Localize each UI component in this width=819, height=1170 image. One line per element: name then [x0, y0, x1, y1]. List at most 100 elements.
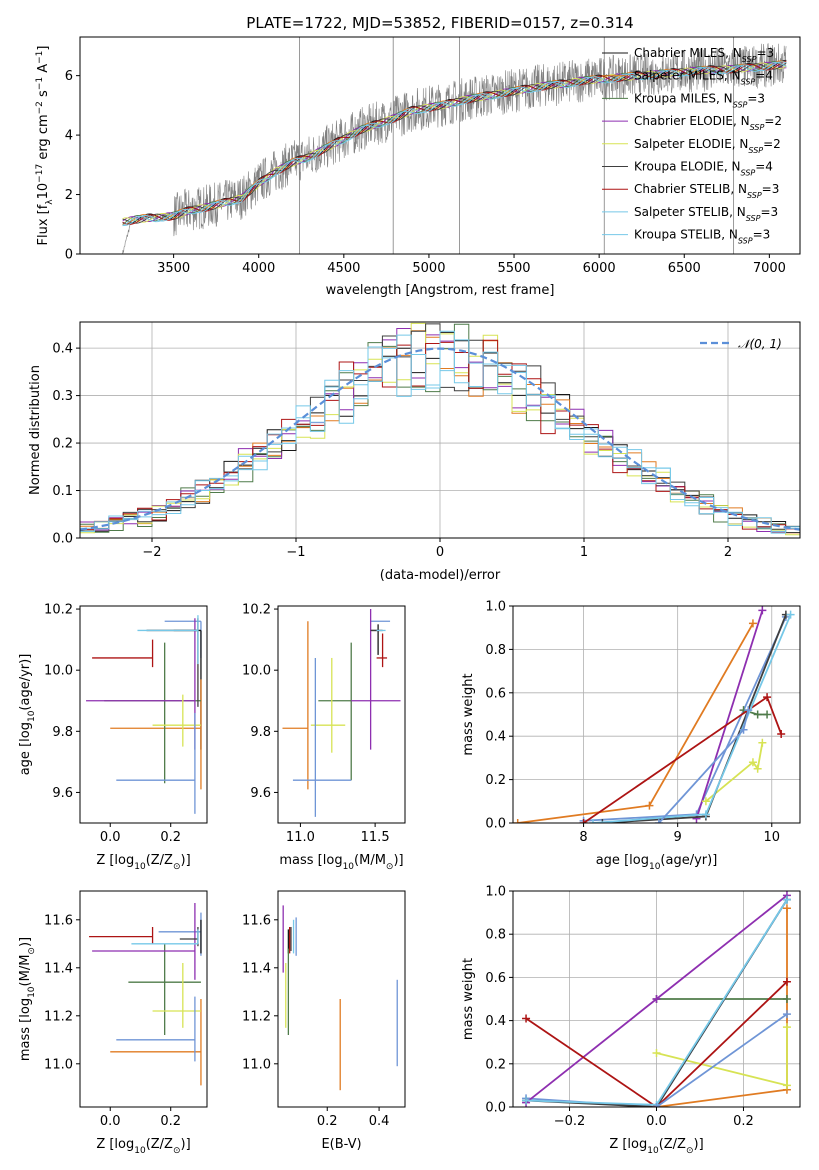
model-spectrum — [122, 62, 787, 224]
age-vs-Z-plot — [86, 615, 202, 814]
mass-weight-line — [583, 616, 787, 822]
mass-weight-marker — [763, 710, 772, 719]
y-tick-label: 10.2 — [242, 603, 271, 618]
y-tick-label: 0.1 — [52, 484, 73, 499]
y-tick-label: 11.0 — [242, 1057, 271, 1072]
y-tick-label: 0.4 — [52, 342, 73, 357]
mass-weight-marker — [748, 619, 757, 628]
mass-weight-vs-Z-ylabel: mass weight — [461, 958, 476, 1040]
mass-weight-marker — [782, 1081, 791, 1090]
x-tick-label: 0.4 — [369, 1114, 390, 1129]
y-tick-label: 11.6 — [242, 913, 271, 928]
x-tick-label: 7000 — [753, 261, 786, 276]
y-tick-label: 11.6 — [44, 913, 73, 928]
mass-weight-marker — [645, 801, 654, 810]
age-vs-mass-xlabel: mass [log10(M/M⊙)] — [279, 853, 403, 872]
x-tick-label: 0.2 — [317, 1114, 338, 1129]
legend-label: Kroupa STELIB, NSSP=3 — [634, 228, 770, 246]
mass-weight-vs-Z-xlabel: Z [log10(Z/Z⊙)] — [609, 1137, 703, 1156]
x-tick-label: 11.5 — [361, 830, 390, 845]
legend-label: Chabrier STELIB, NSSP=3 — [634, 182, 779, 200]
residuals-ylabel: Normed distribution — [28, 365, 43, 495]
mass-weight-vs-age-plot — [513, 606, 795, 823]
model-spectrum — [122, 61, 787, 227]
observed-spectrum — [122, 43, 787, 254]
y-tick-label: 11.4 — [242, 961, 271, 976]
age-vs-mass-axes: 11.0 11.5 9.6 9.8 10.0 10.2 — [242, 603, 390, 845]
mass-weight-marker — [782, 895, 791, 904]
x-tick-label: 6500 — [668, 261, 701, 276]
y-tick-label: 0.0 — [485, 1101, 506, 1116]
x-tick-label: −1 — [286, 545, 305, 560]
mass-weight-line — [583, 695, 783, 823]
mass-vs-Z-xlabel: Z [log10(Z/Z⊙)] — [96, 1137, 190, 1156]
mass-weight-vs-age-ylabel: mass weight — [461, 673, 476, 755]
x-tick-label: 0 — [436, 545, 444, 560]
model-spectrum — [122, 60, 787, 225]
legend-label: Salpeter MILES, NSSP=4 — [634, 69, 773, 87]
residual-histogram — [80, 330, 800, 534]
mass-weight-line — [525, 981, 788, 1107]
mass-weight-marker — [744, 706, 753, 715]
legend-label: Chabrier ELODIE, NSSP=2 — [634, 114, 782, 132]
mass-weight-marker — [782, 977, 791, 986]
age-vs-mass-frame — [277, 605, 406, 824]
x-tick-label: 0.0 — [100, 1114, 121, 1129]
legend-label: Salpeter STELIB, NSSP=3 — [634, 205, 778, 223]
y-tick-label: 0.0 — [52, 532, 73, 547]
mass-weight-vs-Z-plot — [522, 891, 791, 1107]
y-tick-label: 2 — [65, 188, 73, 203]
x-tick-label: 4500 — [327, 261, 360, 276]
mass-weight-marker — [763, 693, 772, 702]
y-tick-label: 9.6 — [52, 786, 73, 801]
mass-weight-line — [592, 614, 792, 823]
mass-vs-Z-ylabel: mass [log10(M/M⊙)] — [18, 937, 37, 1061]
mass-weight-marker — [692, 814, 701, 823]
mass-weight-marker — [652, 1103, 661, 1107]
y-tick-label: 9.8 — [52, 725, 73, 740]
mass-weight-marker — [786, 610, 795, 619]
y-tick-label: 0.8 — [485, 928, 506, 943]
mass-vs-EBV-xlabel: E(B-V) — [321, 1137, 361, 1152]
mass-weight-marker — [739, 725, 748, 734]
mass-weight-marker — [782, 1010, 791, 1019]
mass-weight-line — [517, 622, 754, 823]
x-tick-label: 0.0 — [646, 1114, 667, 1129]
x-tick-label: 4000 — [242, 261, 275, 276]
mass-weight-marker — [701, 810, 710, 819]
mass-weight-marker — [652, 995, 661, 1003]
mass-weight-marker — [758, 738, 767, 747]
mass-weight-marker — [522, 1096, 531, 1105]
mass-weight-marker — [748, 758, 757, 767]
mass-weight-marker — [753, 710, 762, 719]
y-tick-label: 0.8 — [485, 643, 506, 658]
age-vs-Z-frame — [79, 605, 208, 824]
mass-weight-marker — [598, 819, 607, 823]
mass-weight-marker — [782, 1023, 791, 1032]
x-tick-label: 0.0 — [100, 830, 121, 845]
mass-weight-vs-Z-frame — [512, 890, 801, 1108]
y-tick-label: 9.6 — [250, 786, 271, 801]
mass-weight-vs-Z-axes: −0.2 0.0 0.2 0.0 0.2 0.4 0.6 0.8 1.0 — [485, 885, 800, 1129]
y-tick-label: 0.3 — [52, 389, 73, 404]
spectrum-frame — [79, 36, 801, 255]
y-tick-label: 11.2 — [242, 1009, 271, 1024]
x-tick-label: 9 — [674, 830, 682, 845]
y-tick-label: 6 — [65, 69, 73, 84]
mass-weight-vs-age-frame — [512, 605, 801, 824]
y-tick-label: 1.0 — [485, 885, 506, 900]
mass-weight-marker — [652, 1049, 661, 1057]
x-tick-label: 3500 — [157, 261, 190, 276]
mass-weight-marker — [513, 819, 522, 823]
age-vs-Z-xlabel: Z [log10(Z/Z⊙)] — [96, 853, 190, 872]
mass-weight-marker — [782, 995, 791, 1003]
mass-vs-Z-plot — [89, 903, 202, 1086]
mass-weight-marker — [654, 819, 663, 823]
mass-weight-marker — [579, 819, 588, 823]
age-vs-mass-plot — [282, 609, 401, 817]
x-tick-label: 10 — [763, 830, 780, 845]
mass-weight-marker — [753, 764, 762, 773]
spectrum-axes: 3500 4000 4500 5000 5500 6000 6500 7000 0 2 4 6 — [65, 69, 786, 276]
legend-label: Kroupa ELODIE, NSSP=4 — [634, 160, 773, 178]
y-tick-label: 9.8 — [250, 725, 271, 740]
